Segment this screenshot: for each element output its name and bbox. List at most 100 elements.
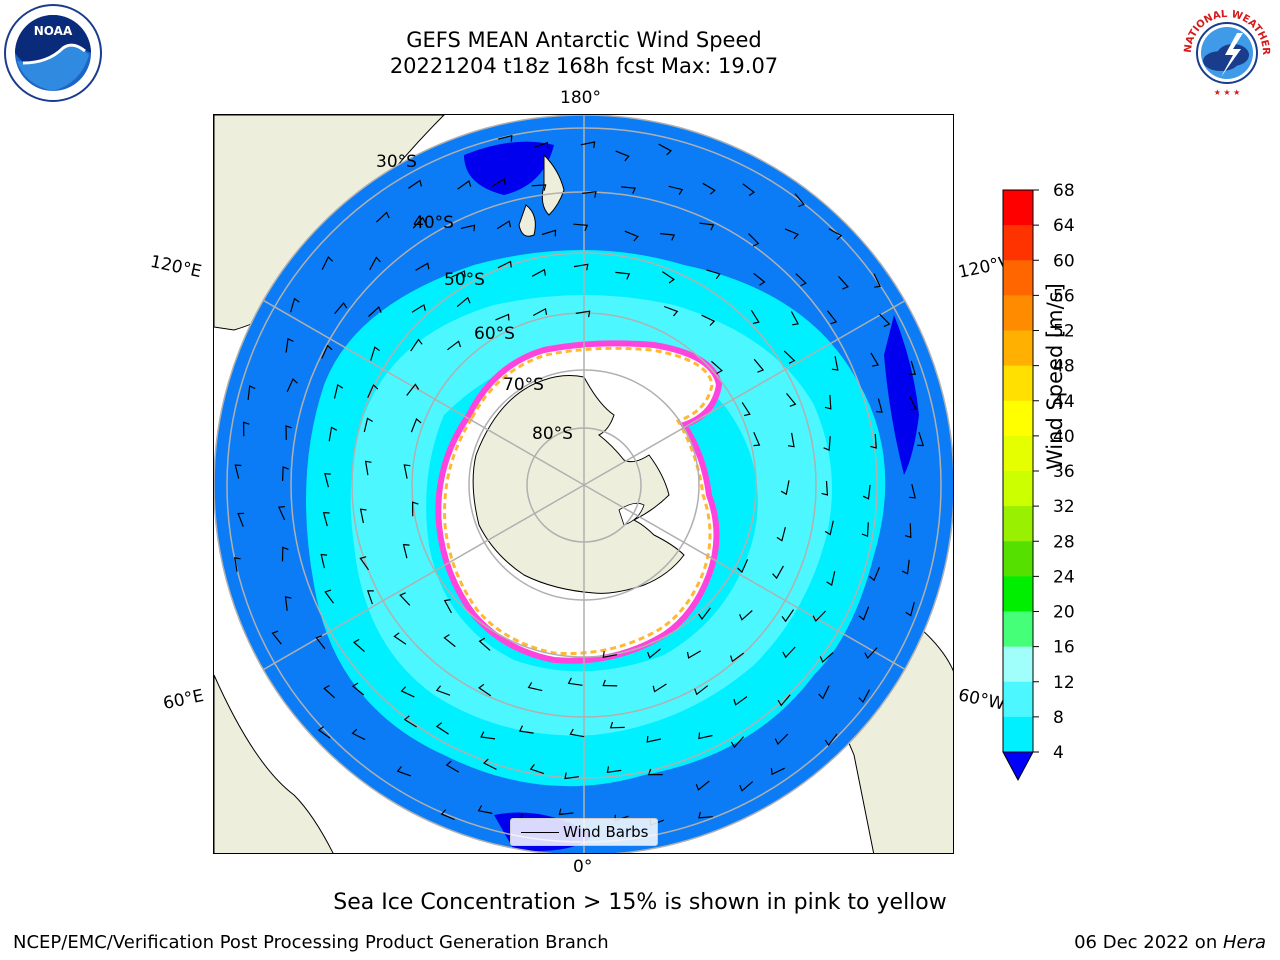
wind-barb [237,512,245,527]
wind-barb [498,134,513,142]
wind-barb [359,508,367,524]
wind-barb [411,303,426,313]
wind-barb [824,394,832,410]
wind-barb [661,271,675,284]
wind-barb [443,634,456,648]
wind-barb [407,179,423,189]
wind-barb [733,696,748,706]
wind-barb [482,758,497,770]
wind-barb [400,686,415,698]
lat-label-40s: 40°S [413,213,454,233]
wind-barb [663,305,679,317]
wind-barb [824,520,834,536]
wind-barb [534,141,549,149]
wind-barbs [233,134,925,827]
wind-barb [290,297,300,313]
wind-barb [739,610,753,621]
wind-barb [285,425,292,441]
wind-barb [447,340,462,351]
lon-label-60e: 60°E [161,685,206,715]
wind-barb [698,607,711,621]
polar-map [214,115,953,853]
wind-barb [531,184,547,191]
map-panel [213,114,954,854]
lon-label-180: 180° [560,88,601,108]
wind-barb [753,272,766,286]
wind-barb [901,559,910,575]
wind-barb [496,220,512,230]
wind-barb [748,233,760,247]
wind-barb [580,141,596,148]
wind-barb [870,433,877,449]
wind-barb [460,224,476,232]
colorbar-tick-label: 64 [1053,216,1075,236]
wind-barb [658,143,673,156]
antarctica-landmass [472,375,685,594]
wind-barb [730,736,745,749]
wind-barb [491,178,506,187]
colorbar-tick-label: 4 [1053,743,1064,763]
wind-barb [334,301,348,315]
wind-barb [367,383,379,399]
wind-barb [323,684,336,699]
colorbar-cell [1003,225,1033,261]
wind-barb [396,766,412,777]
wind-barb [646,735,662,743]
wind-barb [321,344,333,359]
wind-barb [879,313,891,328]
new-zealand-landmass [541,153,565,216]
wind-barb [861,522,869,538]
svg-text:NOAA: NOAA [34,24,73,38]
colorbar-cell [1003,190,1033,226]
wind-barb [621,186,636,194]
wind-barb [869,567,880,582]
wind-barb [573,223,589,232]
wind-barb [701,314,716,326]
wind-barb [873,273,882,288]
wind-barb [351,728,366,741]
wind-barb [569,728,585,738]
wind-barb [668,185,684,196]
wind-barb [615,150,630,162]
wind-barb [818,685,830,700]
wind-barb [445,760,460,773]
lon-label-120e: 120°E [148,251,204,283]
wind-barb [787,432,795,448]
wind-barb [242,421,250,437]
wind-barb [909,360,917,375]
wind-barb [480,731,496,740]
wind-barb [858,689,871,704]
wind-barb [909,396,918,411]
wind-barb [478,683,492,697]
colorbar-cell [1003,611,1033,648]
wind-barb [781,609,794,623]
svg-text:★ ★ ★: ★ ★ ★ [1214,88,1241,97]
wind-barb [702,182,716,195]
wind-barb [573,263,589,271]
wind-barb [737,559,749,574]
wind-barb [411,501,419,517]
colorbar-cell [1003,365,1033,402]
wind-barb [782,646,796,659]
wind-barb [784,228,800,240]
wind-barb [582,191,597,198]
wind-barb [527,682,543,692]
colorbar-tick-label: 52 [1053,322,1075,342]
wind-barb [567,677,583,686]
wind-band-0-4 [464,141,554,195]
wind-barb [695,780,710,791]
wind-barb [393,632,407,645]
wind-barb [706,269,721,280]
wind-barb [440,809,455,821]
wind-barb [786,393,797,407]
wind-barb [359,556,369,571]
map-legend: Wind Barbs [510,818,658,846]
colorbar-tick-label: 32 [1053,497,1075,517]
wind-barb [905,601,915,617]
wind-barb [451,270,466,278]
national-weather-service-logo: NATIONAL WEATHER SERVICE ★ ★ ★ [1177,3,1274,100]
wind-barb [606,766,622,774]
colorbar-tick-label: 20 [1053,603,1075,623]
sea-ice-edge-yellow [443,346,714,655]
